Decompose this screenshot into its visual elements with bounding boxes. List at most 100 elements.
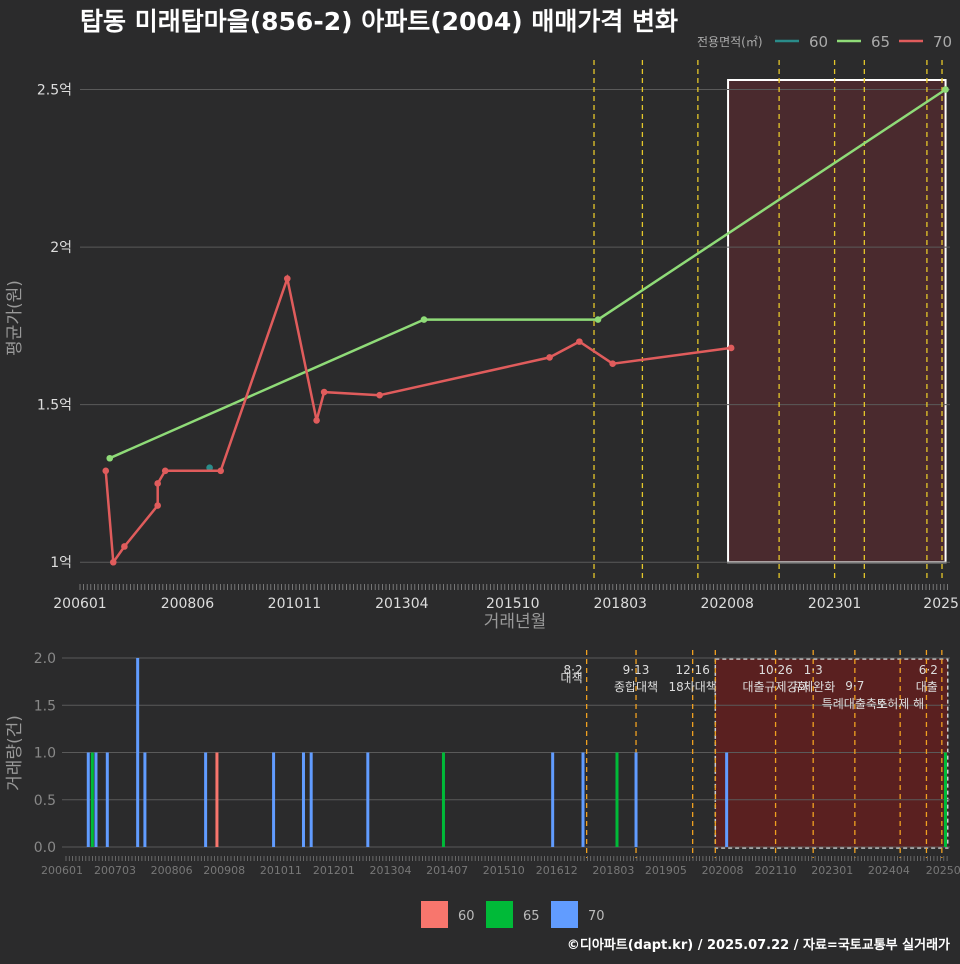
x-tick-label: 202301 — [808, 596, 861, 612]
x-tick-label: 202110 — [755, 864, 797, 877]
policy-label: 대책 — [561, 670, 583, 685]
policy-date: 8·2 — [564, 663, 583, 677]
policy-date: 10·26 — [758, 663, 792, 677]
x-tick-label: 201803 — [593, 596, 646, 612]
x-tick-label: 201510 — [486, 596, 539, 612]
data-point-70 — [376, 391, 383, 399]
x-tick-label: 2025 — [923, 596, 959, 612]
bar-70 — [366, 752, 370, 847]
data-point-70 — [154, 502, 161, 509]
bar-70 — [204, 752, 208, 847]
data-point-70 — [102, 467, 110, 475]
y-tick-label: 0.0 — [34, 840, 56, 856]
bar-70 — [551, 752, 555, 847]
policy-label: 종합대책 — [614, 679, 658, 694]
legend-key-70 — [551, 901, 578, 928]
data-point-70 — [121, 543, 128, 550]
x-tick-label: 201011 — [268, 596, 321, 612]
legend-label-70: 70 — [933, 33, 952, 51]
bar-60 — [215, 752, 219, 847]
data-point-70 — [546, 354, 553, 361]
x-tick-label: 202008 — [702, 864, 744, 877]
bar-70 — [725, 752, 729, 847]
legend-title: 전용면적(㎡) — [697, 35, 763, 49]
bar-65 — [441, 752, 445, 847]
policy-label: 18차대책 — [668, 679, 716, 694]
x-tick-label: 200908 — [203, 864, 245, 877]
y-tick-label: 1억 — [50, 555, 72, 571]
x-tick-label: 202301 — [811, 864, 853, 877]
y-tick-label: 0.5 — [34, 793, 56, 809]
bar-70 — [301, 752, 305, 847]
policy-date: 1·3 — [804, 663, 823, 677]
bar-65 — [943, 752, 947, 847]
legend-key-65 — [486, 901, 513, 928]
policy-date: 9·7 — [845, 679, 864, 693]
x-tick-label: 200601 — [53, 596, 106, 612]
x-tick-label: 202008 — [700, 596, 753, 612]
y-tick-label: 1.5억 — [37, 398, 72, 414]
highlight-region — [727, 79, 947, 564]
x-tick-label: 201304 — [369, 864, 411, 877]
x-tick-label: 201612 — [536, 864, 578, 877]
legend-label-65: 65 — [871, 33, 890, 51]
data-point-70 — [313, 417, 320, 424]
legend-label-60: 60 — [809, 33, 828, 51]
data-point-65 — [942, 86, 949, 93]
y-axis-title: 평균가(원) — [5, 280, 25, 356]
x-tick-label: 200806 — [151, 864, 193, 877]
x-tick-label: 201510 — [483, 864, 525, 877]
policy-date: 12·16 — [675, 663, 709, 677]
policy-label: 대출규제강화 — [742, 680, 808, 694]
bar-65 — [90, 752, 94, 847]
data-point-70 — [576, 338, 583, 345]
y-tick-label: 1.5 — [34, 698, 56, 714]
data-point-65 — [594, 316, 602, 323]
series-line-65 — [109, 88, 947, 460]
data-point-70 — [320, 388, 328, 396]
chart-title: 탑동 미래탑마을(856-2) 아파트(2004) 매매가격 변화 — [80, 7, 679, 36]
policy-label: 규제완화 — [791, 680, 835, 694]
x-tick-label: 200601 — [41, 864, 83, 877]
policy-label: 특례대출축소 — [822, 697, 888, 711]
x-tick-label: 201803 — [592, 864, 634, 877]
x-tick-label: 201304 — [375, 596, 429, 612]
legend-label-70: 70 — [588, 909, 605, 924]
x-tick-label: 201905 — [645, 864, 687, 877]
policy-date: 9·13 — [623, 663, 650, 677]
footer-credit: ©디아파트(dapt.kr) / 2025.07.22 / 자료=국토교통부 실… — [566, 938, 950, 953]
y-tick-label: 2.5억 — [37, 83, 72, 99]
x-tick-label: 201011 — [260, 864, 302, 877]
data-point-70 — [727, 344, 735, 352]
data-point-70 — [154, 480, 161, 487]
data-point-70 — [609, 360, 616, 367]
y-axis-title: 거래량(건) — [5, 715, 25, 791]
legend-key-60 — [421, 901, 448, 928]
policy-date: 6·2 — [919, 663, 938, 677]
data-point-70 — [161, 467, 169, 475]
data-point-70 — [283, 275, 291, 282]
bar-70 — [105, 752, 109, 847]
x-tick-label: 202404 — [868, 864, 910, 877]
bar-70 — [581, 752, 585, 847]
data-point-70 — [217, 467, 225, 475]
data-point-70 — [109, 558, 117, 566]
x-tick-label: 201201 — [313, 864, 355, 877]
data-point-60 — [206, 464, 213, 471]
bar-70 — [272, 752, 276, 847]
highlight-region-bottom — [714, 658, 949, 849]
legend-label-65: 65 — [523, 909, 540, 924]
bar-70 — [94, 752, 98, 847]
x-tick-label: 20250 — [926, 864, 960, 877]
bar-70 — [143, 752, 147, 847]
x-tick-label: 200806 — [161, 596, 215, 612]
bar-70 — [136, 658, 140, 847]
y-tick-label: 2억 — [50, 240, 72, 256]
data-point-65 — [420, 316, 428, 323]
bar-65 — [615, 752, 619, 847]
bar-70 — [634, 752, 638, 847]
y-tick-label: 2.0 — [34, 651, 56, 667]
x-tick-label: 200703 — [94, 864, 136, 877]
